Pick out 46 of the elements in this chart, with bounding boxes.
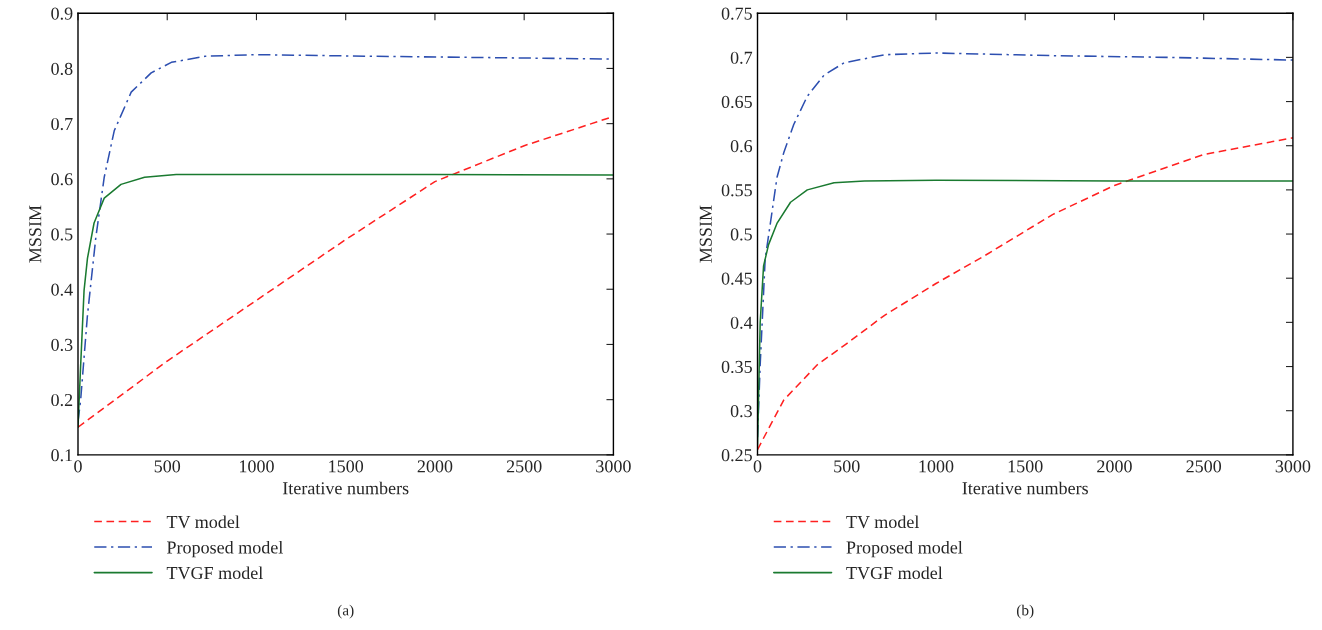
x-axis-title: Iterative numbers (962, 481, 1088, 495)
y-tick-label: 0.1 (51, 449, 73, 462)
x-tick-label: 3000 (1275, 460, 1311, 473)
legend-label: Proposed model (166, 540, 283, 558)
x-tick-label: 2500 (506, 460, 542, 473)
legend-label: TVGF model (846, 566, 943, 580)
text: (a) (337, 604, 354, 619)
text: (b) (1016, 604, 1034, 619)
x-tick-label: 500 (834, 460, 860, 473)
x-tick-label: 2000 (417, 460, 453, 473)
x-tick-label: 2500 (1186, 460, 1222, 473)
y-tick-label: 0.25 (721, 449, 752, 462)
y-tick-label: 0.8 (51, 62, 73, 75)
y-tick-label: 0.65 (721, 95, 752, 109)
legend-label: TVGF model (166, 566, 263, 580)
x-tick-label: 1000 (919, 460, 954, 473)
y-tick-label: 0.75 (721, 7, 752, 20)
y-tick-label: 0.3 (730, 404, 752, 418)
y-tick-label: 0.3 (51, 338, 73, 351)
x-tick-label: 1500 (1008, 460, 1043, 473)
y-tick-label: 0.7 (51, 117, 73, 131)
x-axis-title: Iterative numbers (282, 481, 409, 495)
y-tick-label: 0.55 (721, 184, 752, 197)
x-tick-label: 2000 (1097, 460, 1132, 473)
legend-label: TV model (166, 515, 240, 529)
y-tick-label: 0.45 (721, 272, 752, 285)
x-tick-label: 0 (753, 460, 762, 473)
y-tick-label: 0.6 (730, 139, 753, 153)
x-tick-label: 3000 (596, 460, 631, 473)
y-tick-label: 0.5 (51, 228, 73, 241)
y-tick-label: 0.5 (730, 228, 752, 241)
y-tick-label: 0.4 (730, 316, 753, 329)
y-tick-label: 0.4 (51, 283, 73, 296)
legend-label: Proposed model (846, 540, 963, 558)
y-tick-label: 0.7 (730, 51, 753, 64)
y-tick-label: 0.2 (51, 393, 73, 407)
y-tick-label: 0.9 (51, 7, 73, 20)
x-tick-label: 500 (154, 460, 181, 473)
x-tick-label: 1000 (240, 460, 274, 473)
y-axis-title: MSSIM (699, 205, 712, 263)
y-axis-title: MSSIM (29, 205, 42, 263)
legend-label: TV model (846, 515, 920, 529)
x-tick-label: 1500 (329, 460, 364, 473)
x-tick-label: 0 (74, 460, 82, 473)
y-tick-label: 0.6 (51, 173, 73, 186)
y-tick-label: 0.35 (721, 360, 752, 374)
